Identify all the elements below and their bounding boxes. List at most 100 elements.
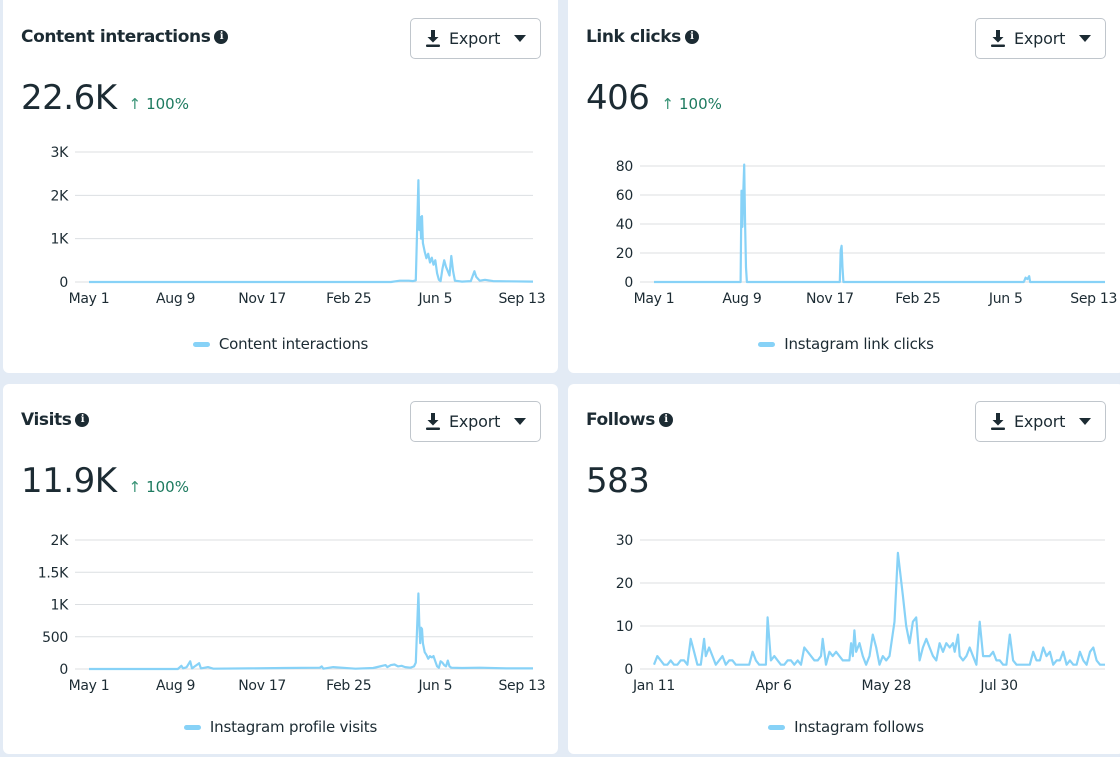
metric-delta: ↑ 100%: [129, 95, 189, 113]
x-tick-label: Aug 9: [156, 291, 195, 307]
export-label: Export: [449, 412, 501, 431]
arrow-up-icon: ↑: [661, 95, 674, 113]
x-tick-label: Nov 17: [806, 291, 854, 307]
y-tick-label: 30: [616, 533, 633, 549]
legend-label: Instagram link clicks: [784, 335, 934, 353]
y-tick-label: 2K: [51, 188, 70, 204]
card-title-text: Follows: [586, 410, 655, 430]
x-tick-label: Jun 5: [417, 678, 452, 694]
info-icon[interactable]: i: [658, 413, 673, 427]
info-icon[interactable]: i: [75, 413, 90, 427]
caret-down-icon: [1079, 418, 1092, 425]
download-icon: [991, 412, 1005, 430]
export-button[interactable]: Export: [410, 401, 541, 442]
x-tick-label: May 28: [862, 678, 911, 694]
y-tick-label: 500: [42, 630, 68, 646]
metric-summary: 22.6K ↑ 100%: [21, 78, 189, 118]
x-tick-label: Sep 13: [498, 678, 545, 694]
legend-swatch: [192, 341, 210, 347]
card-title: Visits i: [21, 410, 90, 430]
card-title-text: Visits: [21, 410, 72, 430]
y-tick-label: 20: [616, 576, 633, 592]
export-label: Export: [1014, 29, 1066, 48]
y-tick-label: 0: [59, 275, 68, 291]
card-title: Follows i: [586, 410, 673, 430]
y-tick-label: 1K: [51, 232, 70, 248]
arrow-up-icon: ↑: [128, 95, 142, 113]
metric-value: 11.9K: [21, 461, 117, 501]
link-clicks-chart: 0 20 40 60 80 May 1 Aug 9 Nov 17 Feb 25 Jun 5 Sep …: [616, 159, 1118, 307]
x-tick-label: Aug 9: [722, 291, 761, 307]
link-clicks-card: Link clicks i Export 406 ↑ 100% 0 20 40 60 8…: [568, 0, 1120, 373]
follows-card: Follows i Export 583 0 10 20 30 Jan 11 Apr 6 M…: [568, 384, 1120, 754]
metric-summary: 583: [586, 461, 650, 501]
chart-legend: Instagram profile visits: [3, 718, 558, 736]
x-tick-label: Feb 25: [895, 291, 940, 307]
y-tick-label: 2K: [51, 533, 70, 549]
y-tick-label: 80: [616, 159, 633, 175]
y-tick-label: 20: [616, 246, 633, 262]
x-tick-label: May 1: [69, 678, 110, 694]
x-tick-label: Jun 5: [988, 291, 1023, 307]
y-tick-label: 60: [616, 188, 633, 204]
y-tick-label: 3K: [51, 145, 70, 161]
info-icon[interactable]: i: [214, 30, 229, 44]
y-tick-label: 1K: [51, 598, 70, 614]
card-title: Content interactions i: [21, 27, 229, 47]
delta-value: 100%: [146, 478, 189, 496]
x-tick-label: Sep 13: [1070, 291, 1117, 307]
chart-legend: Instagram follows: [568, 718, 1120, 736]
series-line: [652, 551, 1105, 666]
download-icon: [426, 412, 440, 430]
x-tick-label: Jan 11: [632, 678, 675, 694]
legend-label: Instagram follows: [794, 718, 924, 736]
chart-legend: Content interactions: [3, 335, 558, 353]
visits-chart: 0 500 1K 1.5K 2K May 1 Aug 9 Nov 17 Feb 25 Jun 5 S…: [38, 533, 546, 694]
delta-value: 100%: [146, 95, 189, 113]
export-button[interactable]: Export: [410, 18, 541, 59]
y-tick-label: 40: [616, 217, 633, 233]
x-tick-label: Nov 17: [238, 291, 286, 307]
metric-delta: ↑ 100%: [129, 478, 189, 496]
legend-label: Instagram profile visits: [209, 718, 378, 736]
legend-swatch: [768, 724, 786, 730]
metric-delta: ↑ 100%: [661, 95, 721, 113]
content-interactions-card: Content interactions i Export 22.6K ↑ 10…: [3, 0, 558, 373]
delta-value: 100%: [678, 95, 722, 113]
x-tick-label: May 1: [69, 291, 110, 307]
y-tick-label: 0: [624, 275, 633, 291]
metric-value: 583: [586, 461, 650, 501]
metric-summary: 11.9K ↑ 100%: [21, 461, 189, 501]
x-tick-label: Jul 30: [979, 678, 1017, 694]
y-tick-label: 1.5K: [38, 565, 69, 581]
chart-legend: Instagram link clicks: [568, 335, 1120, 353]
info-icon[interactable]: i: [684, 30, 699, 44]
y-tick-label: 0: [624, 662, 633, 678]
export-label: Export: [1014, 412, 1066, 431]
export-button[interactable]: Export: [975, 401, 1106, 442]
download-icon: [991, 29, 1005, 47]
content-interactions-chart: 0 1K 2K 3K May 1 Aug 9 Nov 17 Feb 25 Jun 5 Sep 13: [51, 145, 546, 307]
card-title-text: Link clicks: [586, 27, 681, 47]
x-tick-label: Apr 6: [755, 678, 791, 694]
arrow-up-icon: ↑: [128, 478, 142, 496]
legend-swatch: [183, 724, 201, 730]
follows-chart: 0 10 20 30 Jan 11 Apr 6 May 28 Jul 30: [616, 533, 1106, 694]
export-button[interactable]: Export: [975, 18, 1106, 59]
x-tick-label: Aug 9: [156, 678, 195, 694]
caret-down-icon: [514, 35, 527, 42]
caret-down-icon: [514, 418, 527, 425]
x-tick-label: May 1: [634, 291, 675, 307]
y-tick-label: 10: [616, 619, 633, 635]
series-line: [89, 179, 534, 284]
x-tick-label: Jun 5: [417, 291, 452, 307]
metric-summary: 406 ↑ 100%: [586, 78, 722, 118]
x-tick-label: Nov 17: [238, 678, 286, 694]
export-label: Export: [449, 29, 501, 48]
download-icon: [426, 29, 440, 47]
legend-label: Content interactions: [218, 335, 369, 353]
metric-value: 406: [586, 78, 650, 118]
metric-value: 22.6K: [21, 78, 117, 118]
x-tick-label: Sep 13: [498, 291, 545, 307]
x-tick-label: Feb 25: [326, 291, 371, 307]
